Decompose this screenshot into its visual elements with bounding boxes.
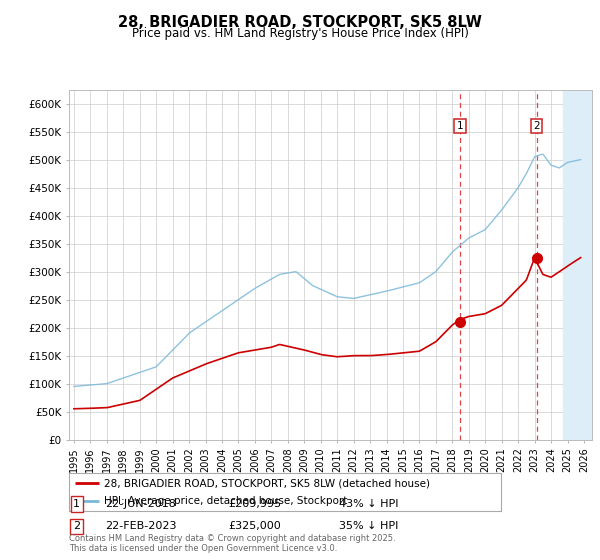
Text: 1: 1 (73, 499, 80, 509)
Text: HPI: Average price, detached house, Stockport: HPI: Average price, detached house, Stoc… (104, 496, 347, 506)
Text: 2: 2 (533, 121, 540, 131)
Text: 1: 1 (457, 121, 463, 131)
Text: 22-FEB-2023: 22-FEB-2023 (105, 521, 176, 531)
Text: 2: 2 (73, 521, 80, 531)
Text: 35% ↓ HPI: 35% ↓ HPI (339, 521, 398, 531)
Text: 28, BRIGADIER ROAD, STOCKPORT, SK5 8LW: 28, BRIGADIER ROAD, STOCKPORT, SK5 8LW (118, 15, 482, 30)
Text: Price paid vs. HM Land Registry's House Price Index (HPI): Price paid vs. HM Land Registry's House … (131, 27, 469, 40)
Text: £325,000: £325,000 (228, 521, 281, 531)
Text: 28, BRIGADIER ROAD, STOCKPORT, SK5 8LW (detached house): 28, BRIGADIER ROAD, STOCKPORT, SK5 8LW (… (104, 478, 430, 488)
Text: Contains HM Land Registry data © Crown copyright and database right 2025.
This d: Contains HM Land Registry data © Crown c… (69, 534, 395, 553)
Text: £209,995: £209,995 (228, 499, 281, 509)
Bar (563, 90, 592, 440)
Text: 43% ↓ HPI: 43% ↓ HPI (339, 499, 398, 509)
Text: 22-JUN-2018: 22-JUN-2018 (105, 499, 176, 509)
Bar (563, 90, 592, 440)
